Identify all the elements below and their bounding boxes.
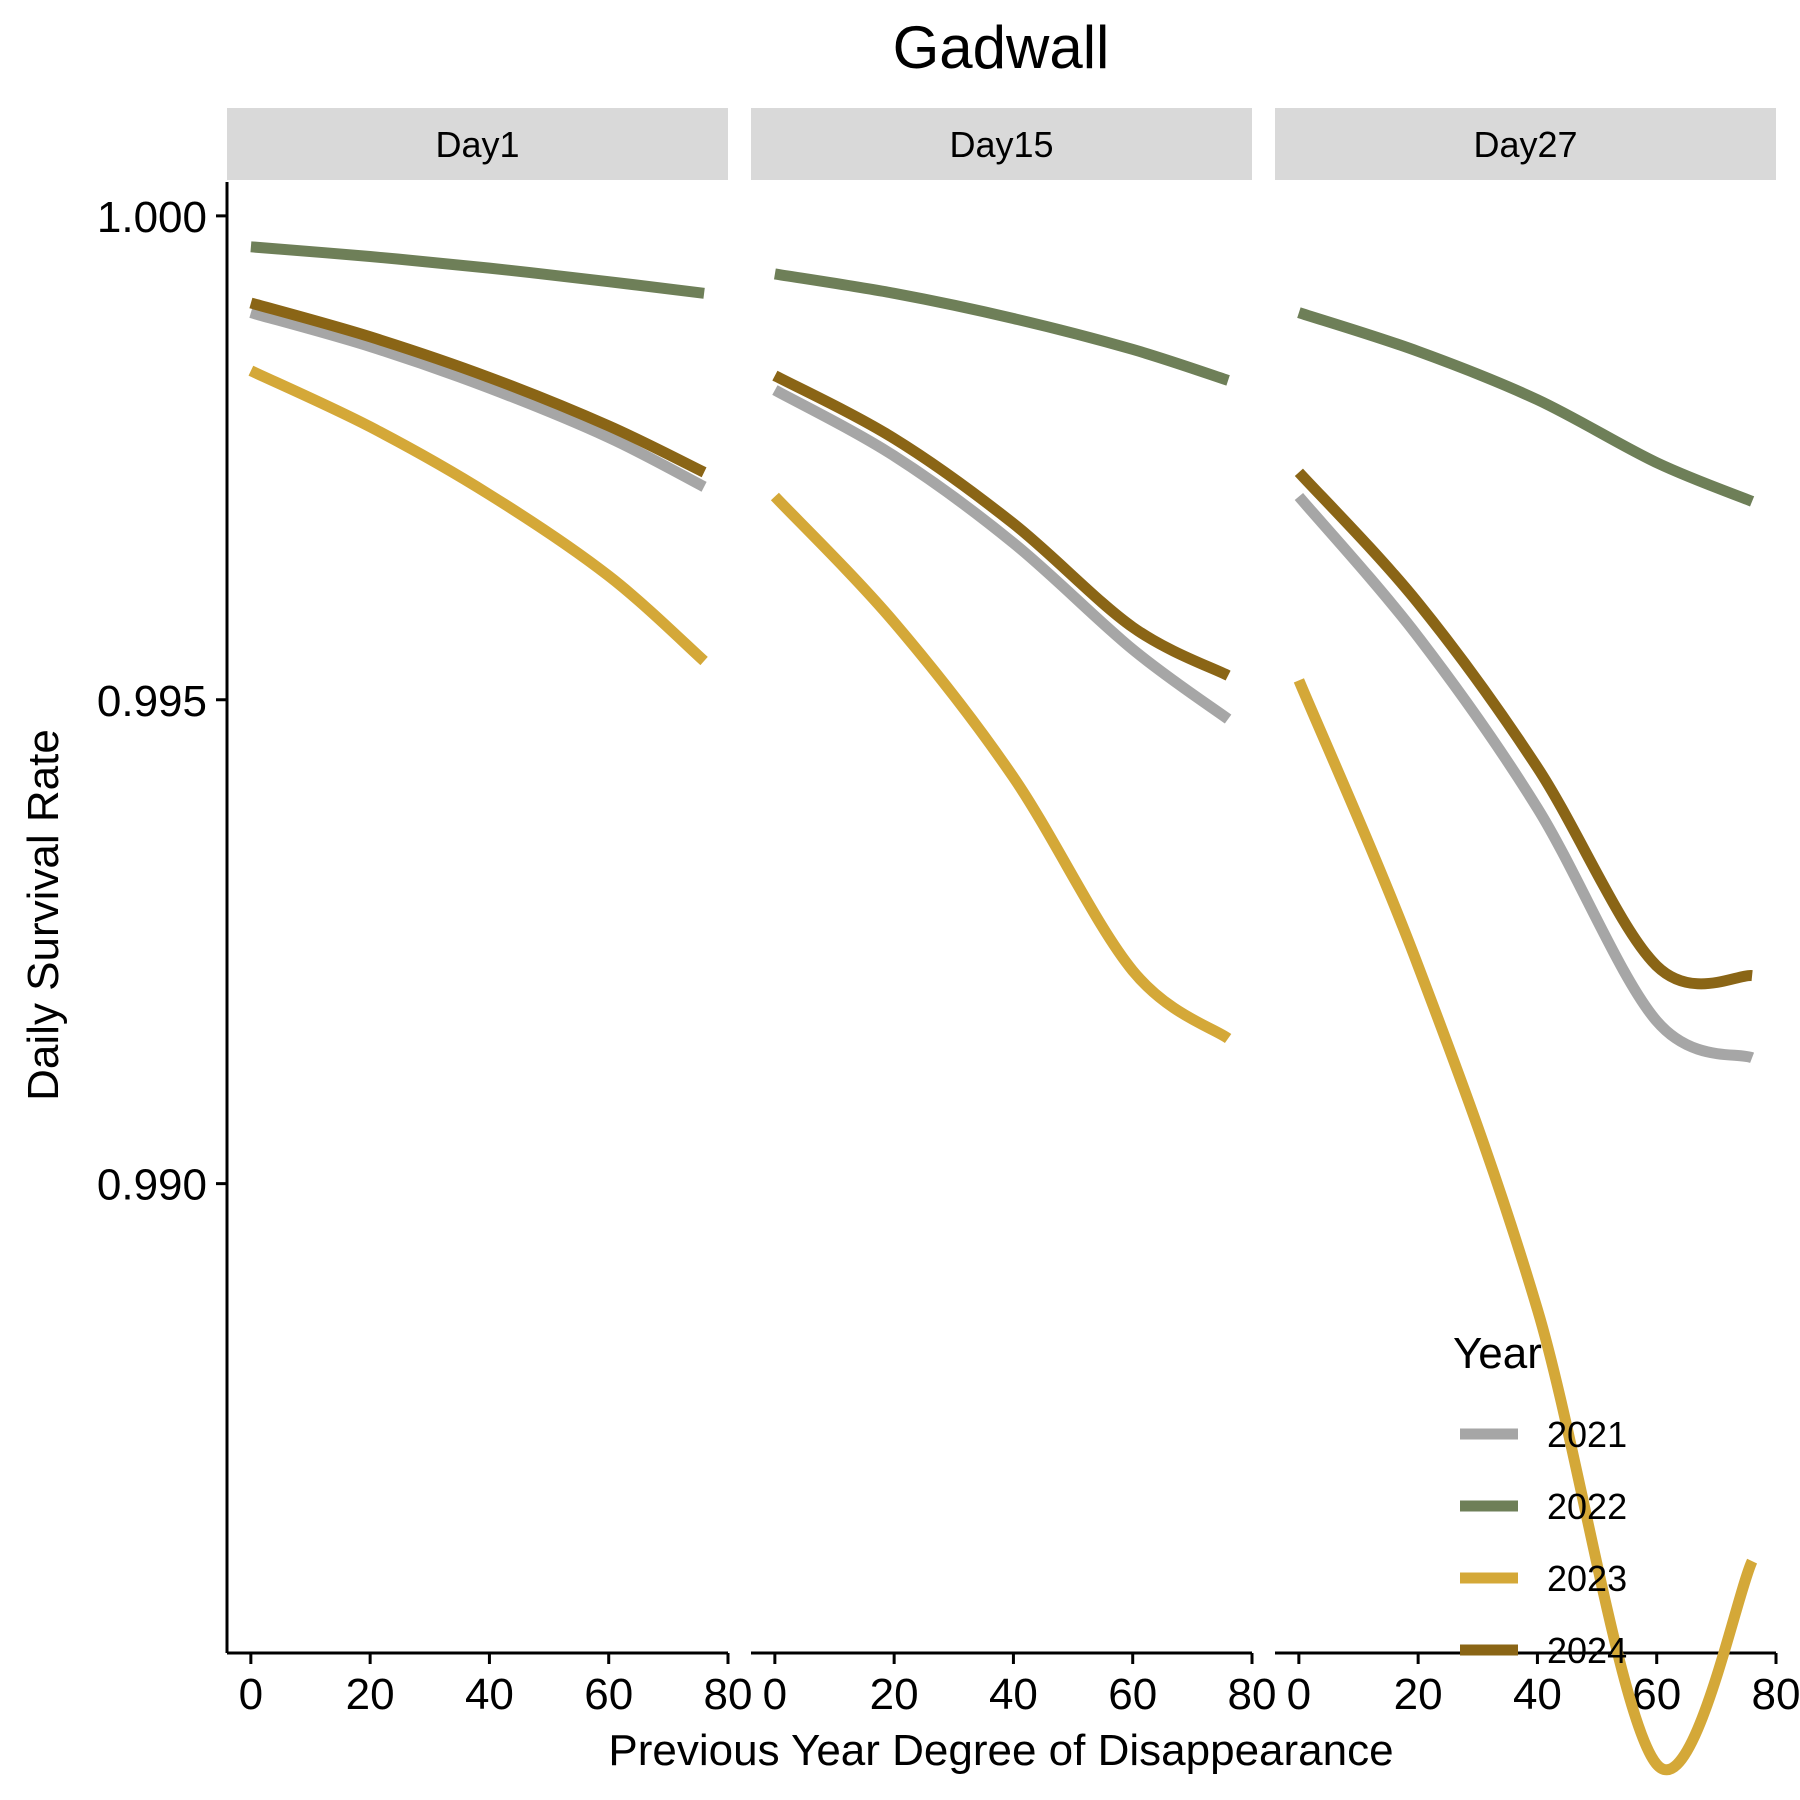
facet-strip — [227, 108, 728, 180]
legend-label-2023: 2023 — [1547, 1558, 1627, 1599]
series-line-2024 — [249, 297, 707, 478]
series-line-2022 — [1297, 307, 1755, 507]
x-tick-label: 20 — [870, 1670, 919, 1719]
x-tick-label: 40 — [1513, 1670, 1562, 1719]
x-tick-label: 60 — [584, 1670, 633, 1719]
facet-panel-day27: Day27 0 20 40 60 80 — [1275, 108, 1800, 1775]
x-tick-label: 40 — [465, 1670, 514, 1719]
x-tick-label: 0 — [1287, 1670, 1311, 1719]
legend-label-2024: 2024 — [1547, 1630, 1627, 1671]
x-tick-label: 60 — [1108, 1670, 1157, 1719]
series-line-2021 — [249, 307, 707, 492]
x-tick-label: 60 — [1632, 1670, 1681, 1719]
x-axis-label: Previous Year Degree of Disappearance — [608, 1726, 1393, 1775]
x-tick-label: 20 — [346, 1670, 395, 1719]
y-axis-label: Daily Survival Rate — [19, 729, 68, 1101]
legend: Year 2021 2022 2023 2024 — [1453, 1329, 1627, 1671]
y-tick-label: 1.000 — [97, 193, 207, 242]
x-tick-label: 20 — [1394, 1670, 1443, 1719]
legend-title: Year — [1453, 1329, 1542, 1378]
facet-strip-label: Day1 — [435, 124, 519, 165]
facet-panels: Day1 0 20 40 60 80 0.990 0.995 1.000 Day15 0 20 40 60… — [97, 108, 1800, 1775]
x-tick-label: 0 — [763, 1670, 787, 1719]
x-tick-label: 0 — [239, 1670, 263, 1719]
series-line-2024 — [1294, 468, 1753, 990]
series-line-2023 — [248, 365, 708, 666]
y-tick-label: 0.990 — [97, 1161, 207, 1210]
facet-strip-label: Day15 — [949, 124, 1053, 165]
legend-label-2021: 2021 — [1547, 1414, 1627, 1455]
chart-title: Gadwall — [893, 14, 1110, 81]
facet-strip-label: Day27 — [1473, 124, 1577, 165]
series-line-2023 — [770, 492, 1232, 1044]
series-line-2022 — [250, 241, 705, 299]
series-line-2021 — [1294, 492, 1755, 1064]
facet-panel-day15: Day15 0 20 40 60 80 — [751, 108, 1276, 1719]
x-tick-label: 40 — [989, 1670, 1038, 1719]
facet-strip — [1275, 108, 1776, 180]
x-tick-label: 80 — [1752, 1670, 1800, 1719]
series-line-2022 — [773, 268, 1230, 386]
y-tick-label: 0.995 — [97, 677, 207, 726]
facet-panel-day1: Day1 0 20 40 60 80 0.990 0.995 1.000 — [97, 108, 753, 1719]
series-line-2021 — [772, 385, 1232, 724]
series-line-2024 — [772, 370, 1231, 681]
facet-strip — [751, 108, 1252, 180]
series-line-2023 — [1293, 678, 1758, 1775]
legend-label-2022: 2022 — [1547, 1486, 1627, 1527]
x-tick-label: 80 — [1228, 1670, 1277, 1719]
x-tick-label: 80 — [704, 1670, 753, 1719]
